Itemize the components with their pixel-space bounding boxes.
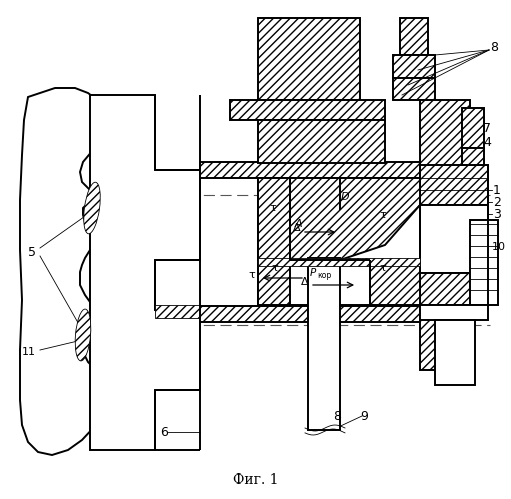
Text: Δ: Δ <box>293 223 301 233</box>
Text: P: P <box>310 268 316 278</box>
Bar <box>420 100 470 178</box>
Bar <box>420 273 488 305</box>
Text: 3: 3 <box>493 208 501 221</box>
Text: τ: τ <box>272 263 278 273</box>
Text: 10: 10 <box>492 242 506 252</box>
Bar <box>155 305 200 318</box>
Bar <box>258 120 385 163</box>
Polygon shape <box>90 95 200 450</box>
Bar <box>462 108 484 148</box>
Text: 8: 8 <box>333 410 341 423</box>
Bar <box>308 258 340 430</box>
Text: 8: 8 <box>490 40 498 53</box>
Bar <box>420 305 488 320</box>
Text: 1: 1 <box>493 184 501 197</box>
Text: τ: τ <box>249 270 256 280</box>
Text: A: A <box>294 219 302 229</box>
Bar <box>258 258 420 266</box>
Text: Фиг. 1: Фиг. 1 <box>233 473 278 487</box>
Text: 6: 6 <box>160 426 168 439</box>
Bar <box>230 100 385 120</box>
Text: кор: кор <box>317 271 331 280</box>
Text: τ: τ <box>380 263 386 273</box>
Bar <box>400 18 428 55</box>
Bar <box>258 178 290 260</box>
Bar <box>258 265 290 305</box>
Polygon shape <box>290 178 420 260</box>
Polygon shape <box>20 88 108 455</box>
Ellipse shape <box>84 182 100 234</box>
Text: 4: 4 <box>483 136 491 149</box>
Text: τ: τ <box>380 210 386 220</box>
Text: 9: 9 <box>360 410 368 423</box>
Text: 5: 5 <box>28 246 36 258</box>
Bar <box>435 320 475 385</box>
Ellipse shape <box>75 309 91 361</box>
Bar <box>420 165 488 205</box>
Bar <box>420 300 470 370</box>
Bar <box>462 148 484 165</box>
Text: 7: 7 <box>483 121 491 135</box>
Text: D: D <box>341 192 350 202</box>
Bar <box>393 78 435 100</box>
Bar <box>393 55 435 78</box>
Bar <box>200 306 420 322</box>
Bar <box>370 260 420 305</box>
Text: 2: 2 <box>493 196 501 209</box>
Polygon shape <box>470 220 498 305</box>
Bar <box>258 18 360 100</box>
Bar <box>200 162 420 178</box>
Text: 11: 11 <box>22 347 36 357</box>
Text: Δ: Δ <box>301 277 309 287</box>
Bar <box>420 205 488 273</box>
Polygon shape <box>258 178 420 305</box>
Text: τ: τ <box>270 203 276 213</box>
